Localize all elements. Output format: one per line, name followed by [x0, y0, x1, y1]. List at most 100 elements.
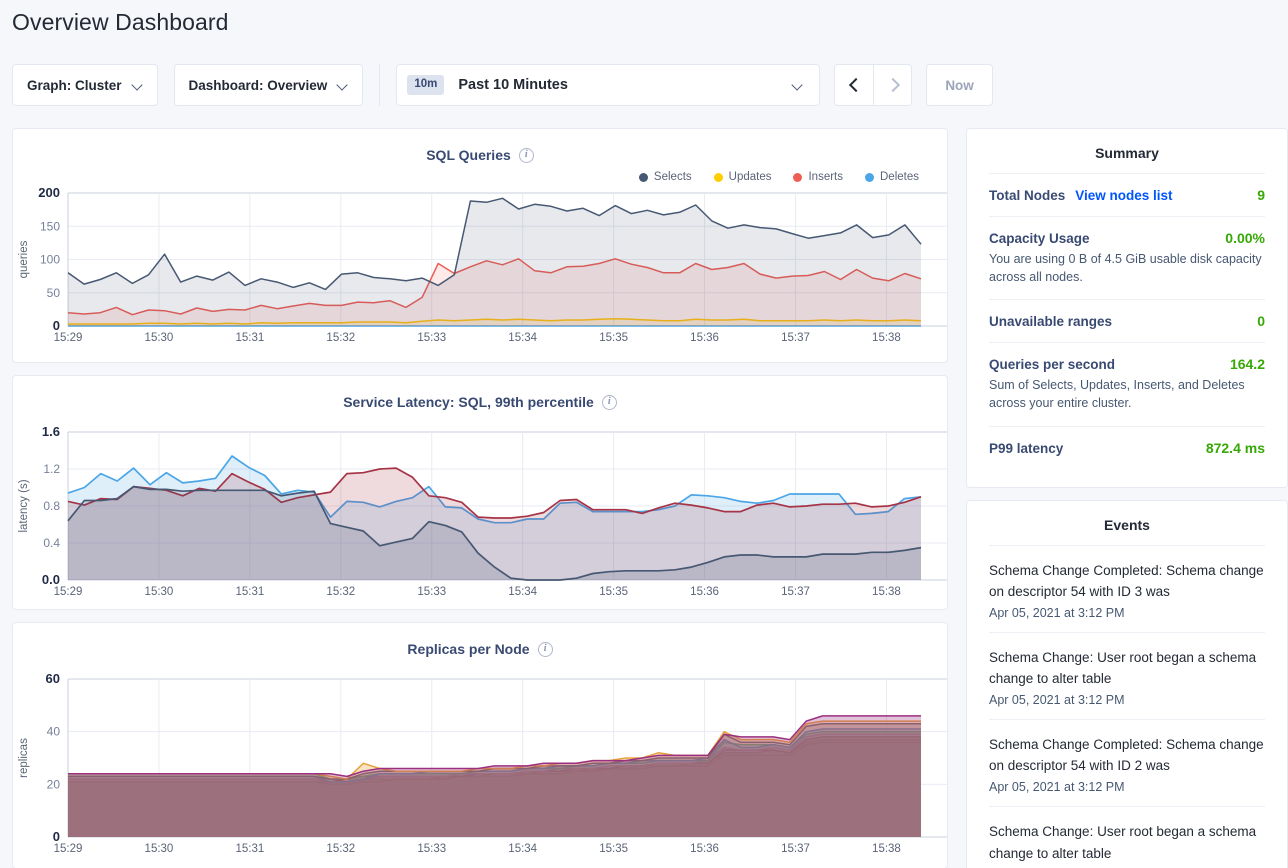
svg-text:replicas: replicas: [18, 738, 30, 778]
events-panel: Events Schema Change Completed: Schema c…: [966, 499, 1288, 868]
summary-row-unavailable-ranges: Unavailable ranges 0: [989, 299, 1265, 342]
info-icon[interactable]: i: [537, 641, 553, 657]
svg-text:15:32: 15:32: [326, 843, 355, 855]
toolbar: Graph: Cluster Dashboard: Overview 10m P…: [12, 64, 993, 106]
svg-text:15:37: 15:37: [781, 332, 810, 344]
legend-label: Selects: [653, 171, 692, 183]
svg-text:0.8: 0.8: [43, 499, 60, 513]
svg-text:15:32: 15:32: [326, 332, 355, 344]
svg-text:15:34: 15:34: [508, 586, 537, 598]
time-range-picker[interactable]: 10m Past 10 Minutes: [396, 64, 821, 106]
svg-text:15:34: 15:34: [508, 843, 537, 855]
legend-item[interactable]: Updates: [713, 171, 772, 183]
svg-text:0: 0: [53, 829, 60, 844]
svg-text:200: 200: [38, 185, 60, 200]
graph-selector-label: Graph: Cluster: [27, 77, 122, 93]
summary-value: 9: [1257, 187, 1265, 203]
svg-text:15:36: 15:36: [690, 586, 719, 598]
svg-text:15:29: 15:29: [54, 332, 83, 344]
event-item[interactable]: Schema Change Completed: Schema change o…: [989, 718, 1265, 806]
svg-text:15:31: 15:31: [235, 332, 264, 344]
chart-svg[interactable]: 15:29 15:30 15:31 15:32 15:33 15:34 15:35 15:36…: [13, 669, 947, 859]
summary-title: Summary: [1095, 145, 1159, 161]
chart-title-row: SQL Queries i: [13, 129, 947, 163]
graph-selector-dropdown[interactable]: Graph: Cluster: [12, 64, 158, 106]
svg-text:40: 40: [47, 725, 61, 739]
summary-description: Sum of Selects, Updates, Inserts, and De…: [989, 378, 1245, 411]
summary-label: P99 latency: [989, 440, 1064, 456]
chevron-right-icon: [888, 80, 898, 90]
event-item[interactable]: Schema Change: User root began a schema …: [989, 806, 1265, 868]
chart-legend: Selects Updates Inserts Deletes: [13, 163, 947, 183]
sidebar-column: Summary Total Nodes View nodes list 9 Ca…: [966, 128, 1288, 868]
svg-text:15:33: 15:33: [417, 843, 446, 855]
chevron-left-icon: [849, 80, 859, 90]
chevron-down-icon: [337, 80, 348, 91]
svg-text:15:31: 15:31: [235, 843, 264, 855]
svg-text:15:30: 15:30: [145, 843, 174, 855]
svg-text:100: 100: [40, 253, 60, 267]
legend-item[interactable]: Deletes: [865, 171, 919, 183]
next-time-button[interactable]: [873, 65, 912, 105]
chart-svg[interactable]: 15:29 15:30 15:31 15:32 15:33 15:34 15:35 15:36…: [13, 183, 947, 348]
svg-text:15:29: 15:29: [54, 586, 83, 598]
summary-row-total-nodes: Total Nodes View nodes list 9: [989, 173, 1265, 216]
view-nodes-list-link[interactable]: View nodes list: [1075, 188, 1173, 203]
svg-text:15:33: 15:33: [417, 586, 446, 598]
chart-svg[interactable]: 15:29 15:30 15:31 15:32 15:33 15:34 15:35 15:36…: [13, 422, 947, 602]
time-nav-group: [834, 64, 913, 106]
legend-item[interactable]: Inserts: [793, 171, 843, 183]
legend-item[interactable]: Selects: [638, 171, 692, 183]
info-icon[interactable]: i: [518, 147, 534, 163]
svg-text:15:37: 15:37: [781, 586, 810, 598]
legend-color-swatch: [865, 172, 874, 182]
now-button[interactable]: Now: [926, 64, 993, 106]
event-item[interactable]: Schema Change: User root began a schema …: [989, 631, 1265, 719]
svg-text:15:33: 15:33: [417, 332, 446, 344]
chart-card-service-latency: Service Latency: SQL, 99th percentile i …: [12, 375, 948, 610]
svg-text:15:34: 15:34: [508, 332, 537, 344]
event-text: Schema Change: User root began a schema …: [989, 649, 1257, 687]
chart-title: SQL Queries: [426, 147, 511, 163]
svg-text:15:38: 15:38: [872, 843, 901, 855]
plot-area-service-latency[interactable]: 15:29 15:30 15:31 15:32 15:33 15:34 15:35 15:36…: [13, 422, 947, 602]
summary-panel: Summary Total Nodes View nodes list 9 Ca…: [966, 128, 1288, 488]
legend-color-swatch: [713, 172, 723, 182]
svg-text:15:31: 15:31: [235, 586, 264, 598]
summary-value: 0.00%: [1225, 230, 1265, 246]
dashboard-selector-dropdown[interactable]: Dashboard: Overview: [173, 64, 364, 106]
svg-text:queries: queries: [18, 240, 30, 278]
time-range-label: Past 10 Minutes: [458, 77, 568, 93]
svg-text:1.6: 1.6: [42, 424, 60, 439]
summary-row-queries-per-second: Queries per second 164.2 Sum of Selects,…: [989, 342, 1265, 425]
page-title: Overview Dashboard: [12, 9, 229, 35]
time-range-badge: 10m: [407, 75, 445, 95]
summary-label: Queries per second: [989, 357, 1116, 373]
prev-time-button[interactable]: [835, 65, 874, 105]
svg-text:15:29: 15:29: [54, 843, 83, 855]
svg-text:60: 60: [46, 671, 60, 686]
svg-text:15:37: 15:37: [781, 843, 810, 855]
summary-description: You are using 0 B of 4.5 GiB usable disk…: [989, 252, 1262, 285]
plot-area-replicas[interactable]: 15:29 15:30 15:31 15:32 15:33 15:34 15:35 15:36…: [13, 669, 947, 859]
summary-value: 164.2: [1229, 356, 1265, 373]
event-text: Schema Change: User root began a schema …: [989, 824, 1257, 861]
events-title: Events: [1104, 516, 1150, 533]
legend-color-swatch: [638, 172, 648, 182]
summary-label: Total Nodes: [989, 188, 1066, 203]
info-icon[interactable]: i: [601, 394, 617, 410]
svg-text:15:38: 15:38: [872, 332, 901, 344]
svg-text:0: 0: [53, 318, 60, 333]
event-item[interactable]: Schema Change Completed: Schema change o…: [989, 544, 1265, 632]
svg-text:latency (s): latency (s): [18, 479, 30, 532]
event-timestamp: Apr 05, 2021 at 3:12 PM: [989, 692, 1125, 707]
chevron-down-icon: [132, 80, 143, 91]
svg-text:150: 150: [40, 219, 60, 233]
svg-text:15:38: 15:38: [872, 586, 901, 598]
event-text: Schema Change Completed: Schema change o…: [989, 562, 1264, 600]
svg-text:15:36: 15:36: [690, 843, 719, 855]
toolbar-divider: [379, 64, 381, 106]
plot-area-sql-queries[interactable]: 15:29 15:30 15:31 15:32 15:33 15:34 15:35 15:36…: [13, 183, 947, 348]
legend-label: Updates: [728, 171, 772, 183]
